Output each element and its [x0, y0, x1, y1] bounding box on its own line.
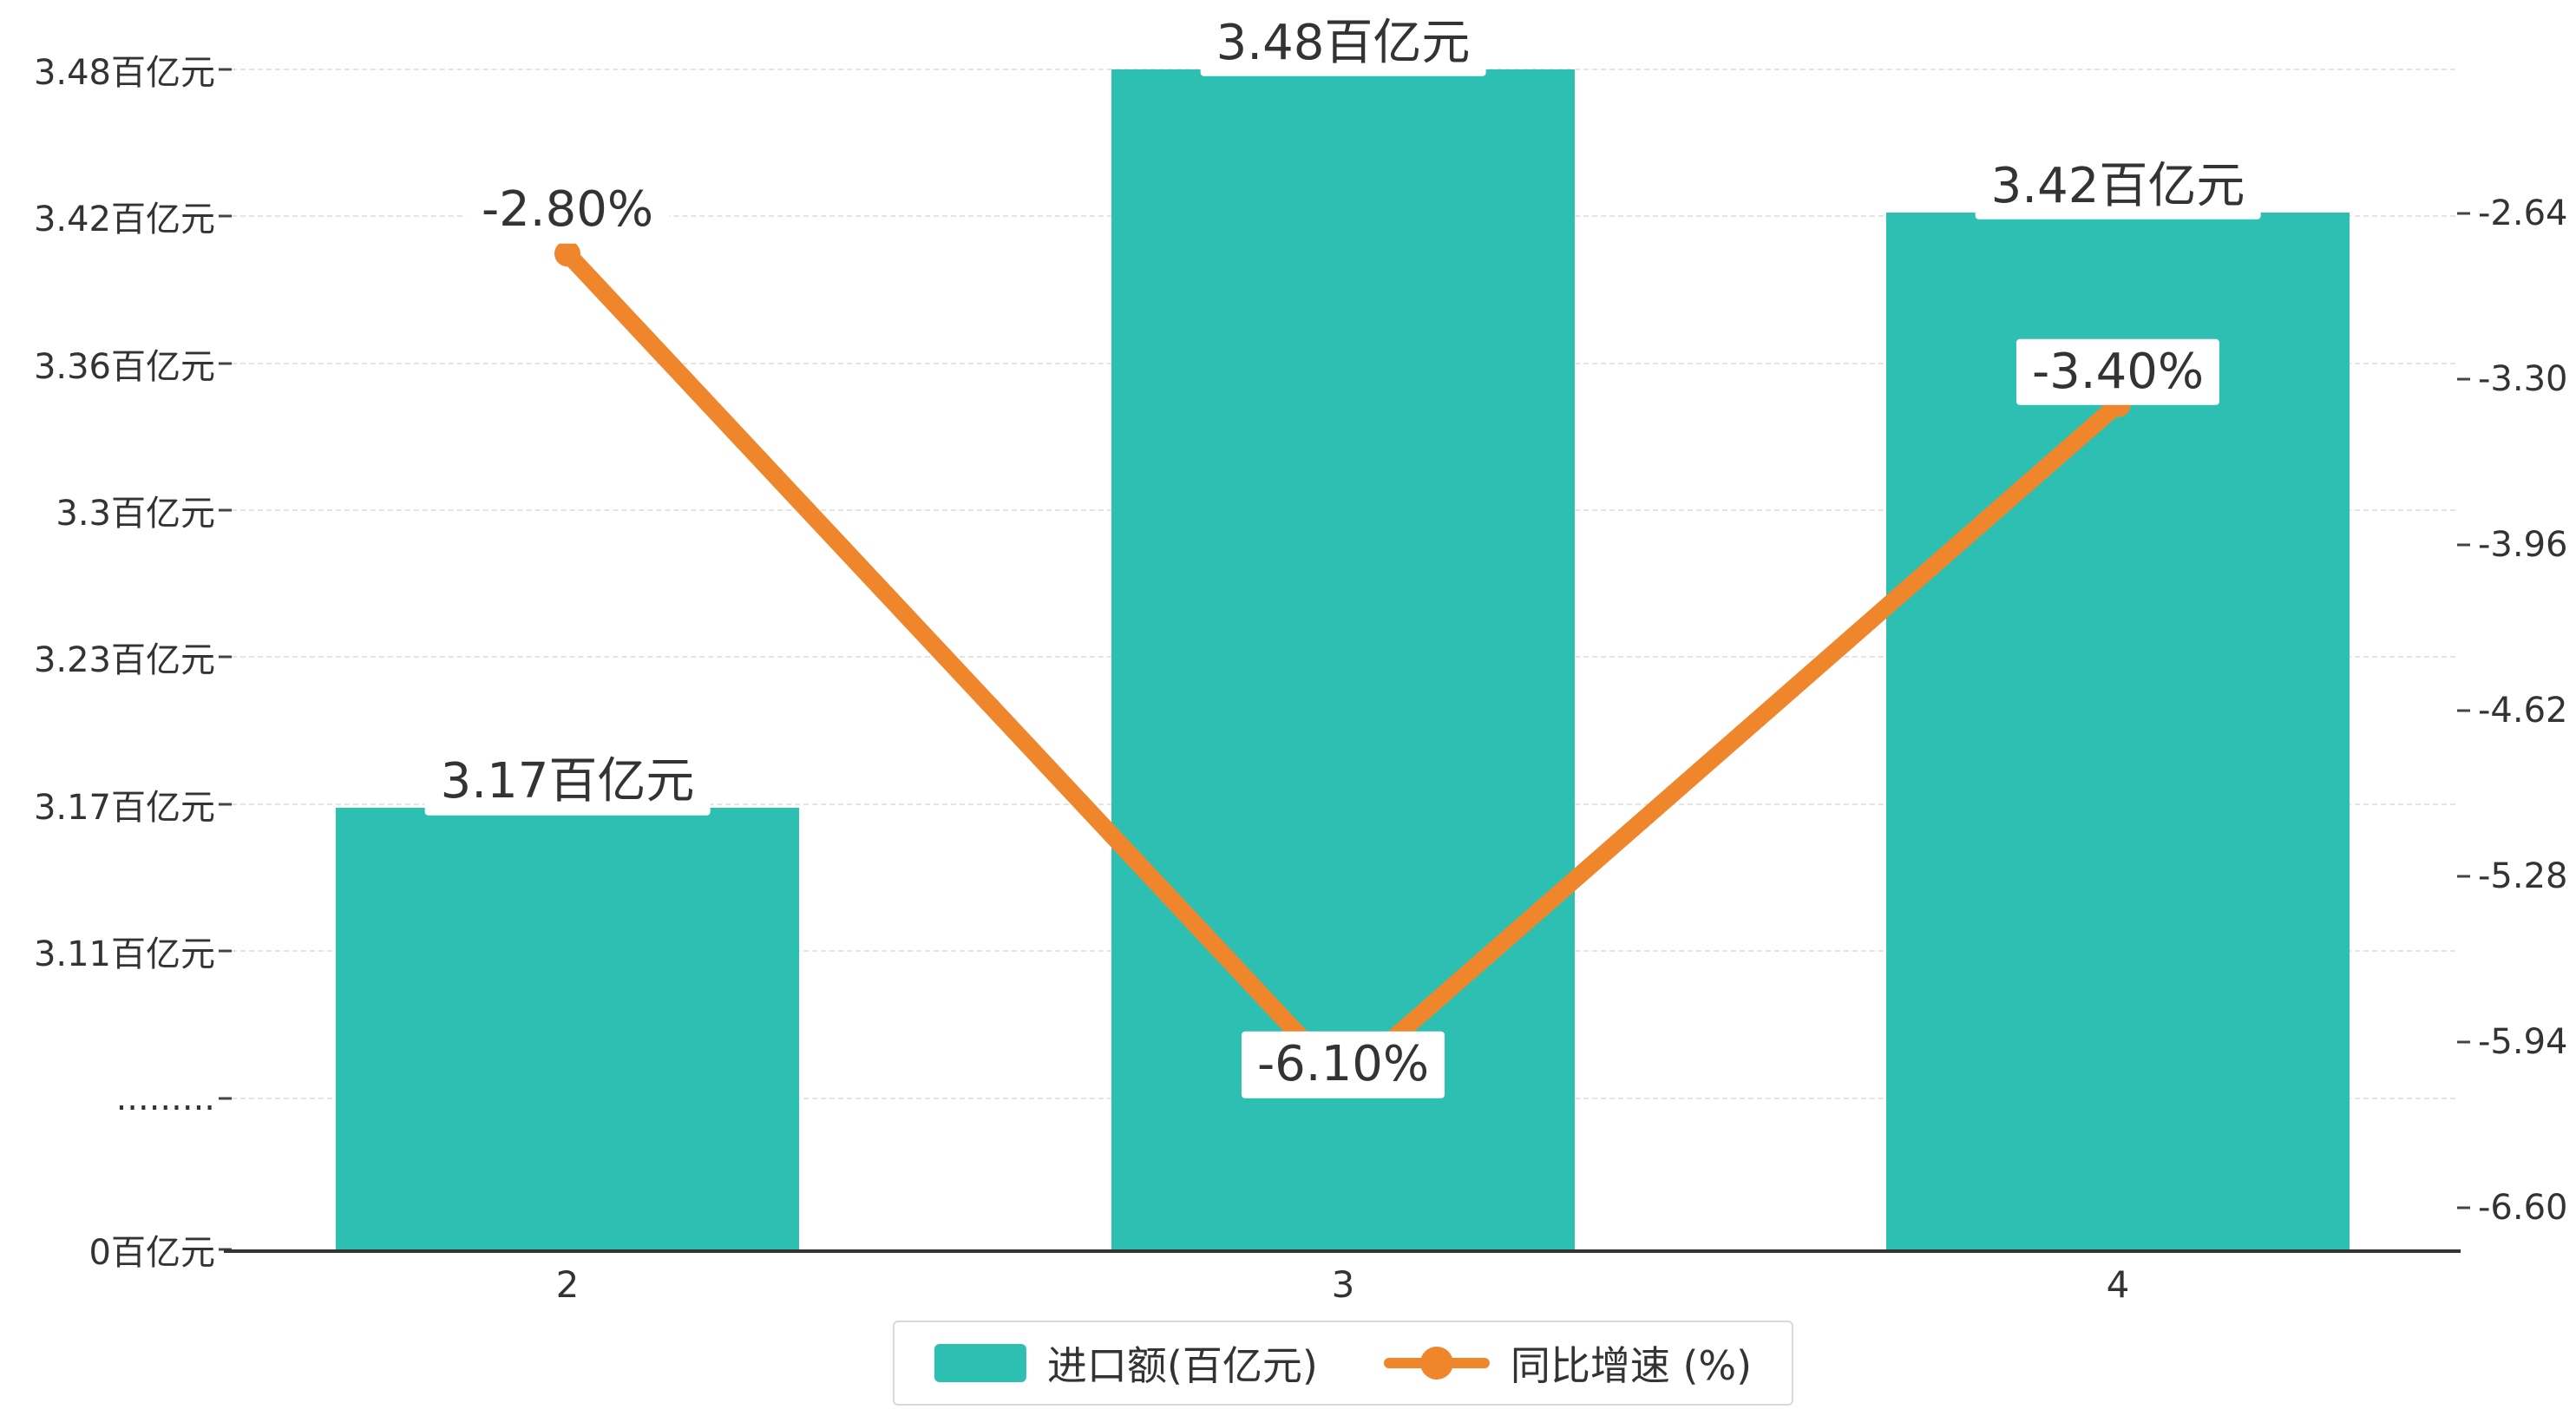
y-right-tick-mark: [2457, 1040, 2470, 1044]
growth-line-point[interactable]: [554, 240, 580, 267]
y-right-tick-mark: [2457, 543, 2470, 547]
y-right-tick-mark: [2457, 709, 2470, 712]
y-left-tick-label: 3.42百亿元: [33, 200, 215, 239]
y-right-tick-mark: [2457, 875, 2470, 878]
x-axis-category-label: 2: [555, 1263, 580, 1306]
y-left-tick-mark: [219, 68, 232, 71]
growth-line[interactable]: [559, 245, 2127, 1092]
x-axis-category-label: 3: [1331, 1263, 1355, 1306]
y-left-tick-mark: [219, 655, 232, 659]
legend: 进口额(百亿元) 同比增速 (%): [892, 1321, 1794, 1406]
y-left-tick-label: 3.3百亿元: [56, 494, 215, 534]
x-axis-category-label: 4: [2106, 1263, 2130, 1306]
y-right-tick-label: -3.30: [2478, 359, 2568, 399]
growth-value-label: -3.40%: [2016, 338, 2220, 406]
bar-value-label: 3.42百亿元: [1975, 153, 2261, 220]
legend-label-imports: 进口额(百亿元): [1046, 1342, 1318, 1389]
y-left-tick-mark: [219, 803, 232, 806]
y-left-tick-label: 3.36百亿元: [33, 347, 215, 387]
y-left-tick-mark: [219, 362, 232, 365]
y-left-tick-label: 3.17百亿元: [33, 788, 215, 828]
bar-legend-swatch-icon: [934, 1344, 1026, 1382]
y-right-tick-label: -5.94: [2478, 1022, 2568, 1062]
y-left-tick-mark: [219, 949, 232, 953]
y-right-tick-label: -5.28: [2478, 856, 2568, 896]
y-right-tick-label: -4.62: [2478, 691, 2568, 731]
legend-item-growth[interactable]: 同比增速 (%): [1383, 1334, 1753, 1392]
y-left-tick-label: 3.48百亿元: [33, 53, 215, 93]
import-value-bar[interactable]: [336, 808, 799, 1249]
y-left-tick-mark: [219, 508, 232, 512]
line-dot-icon: [1419, 1347, 1453, 1380]
y-left-tick-label: 3.23百亿元: [33, 640, 215, 680]
y-left-tick-label: 3.11百亿元: [33, 934, 215, 974]
line-legend-marker-icon: [1383, 1343, 1490, 1383]
y-right-tick-label: -6.60: [2478, 1188, 2568, 1228]
y-right-tick-label: -2.64: [2478, 193, 2568, 233]
growth-value-label: -6.10%: [1241, 1032, 1445, 1098]
bar-value-label: 3.17百亿元: [424, 749, 711, 816]
legend-label-growth: 同比增速 (%): [1510, 1342, 1753, 1389]
y-left-tick-label: .........: [115, 1078, 215, 1118]
y-left-tick-mark: [219, 214, 232, 218]
legend-item-imports[interactable]: 进口额(百亿元): [934, 1334, 1318, 1392]
y-left-tick-label: 0百亿元: [88, 1233, 215, 1273]
y-right-tick-mark: [2457, 212, 2470, 215]
bar-value-label: 3.48百亿元: [1200, 10, 1486, 77]
x-axis-line: [224, 1249, 2461, 1253]
y-right-tick-label: -3.96: [2478, 525, 2568, 565]
y-left-tick-mark: [219, 1097, 232, 1100]
y-right-tick-mark: [2457, 1206, 2470, 1210]
y-right-tick-mark: [2457, 377, 2470, 381]
growth-value-label: -2.80%: [465, 177, 670, 244]
